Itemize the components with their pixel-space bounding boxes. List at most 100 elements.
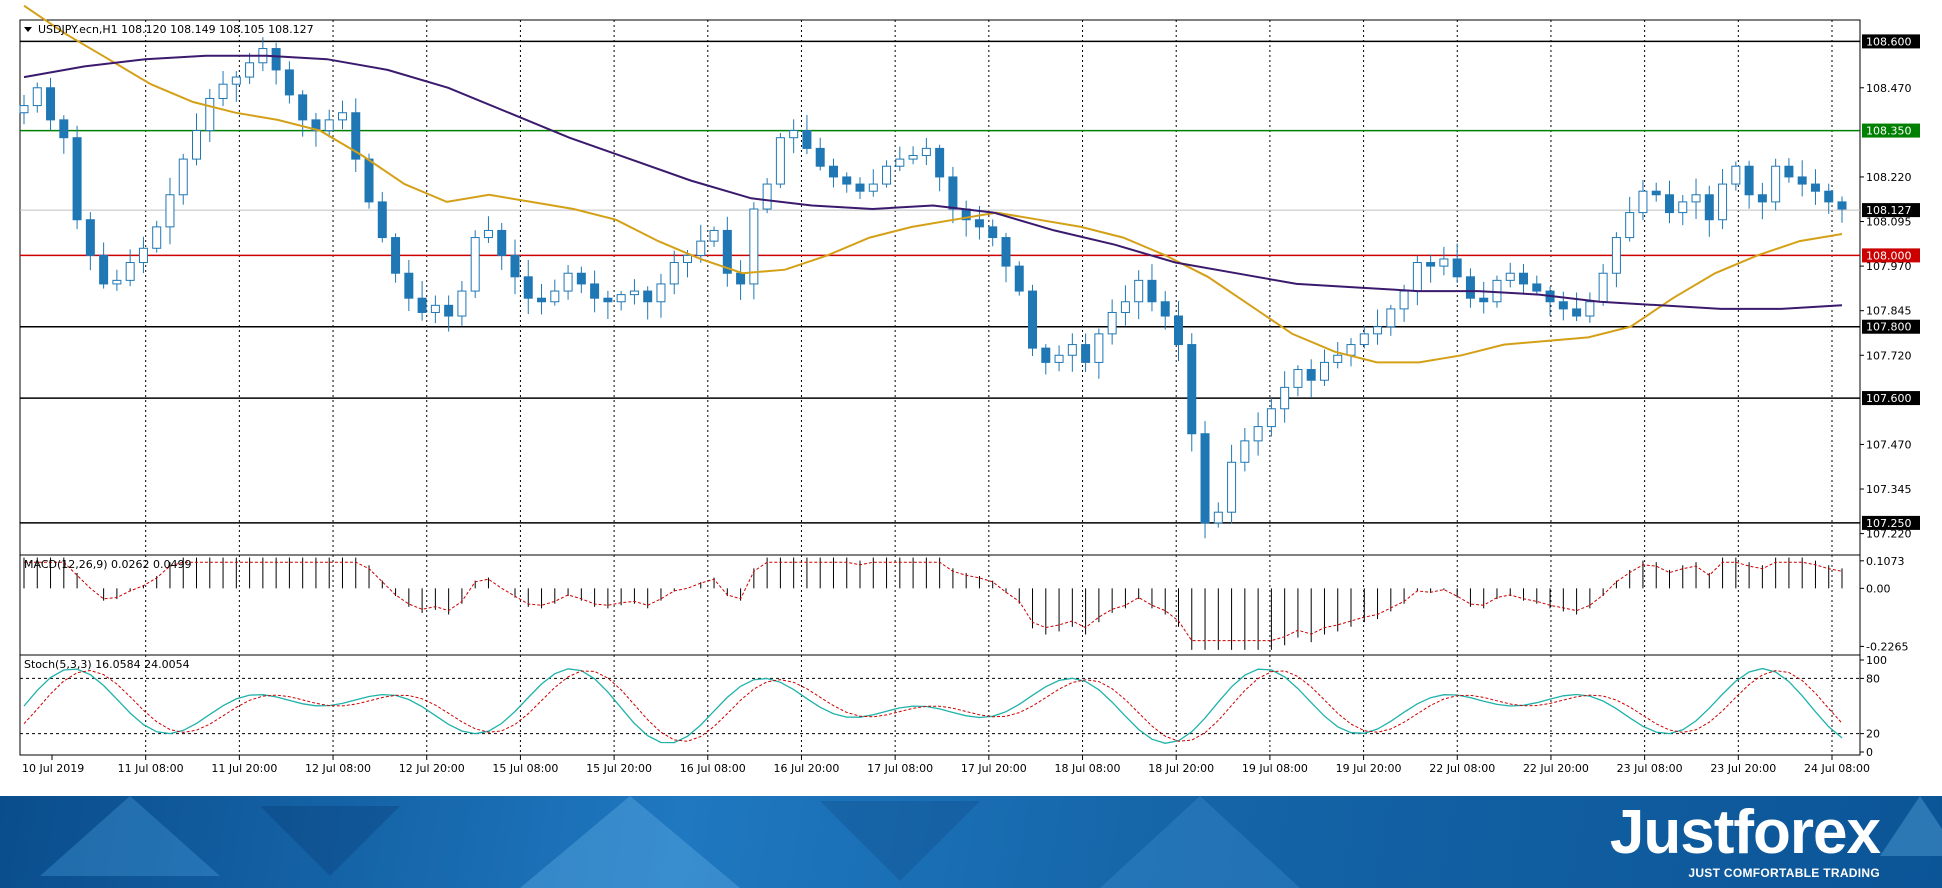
candle-bear xyxy=(537,297,547,303)
candle-bear xyxy=(99,254,109,285)
candle-bull xyxy=(1678,201,1688,214)
candle-bull xyxy=(218,83,228,99)
candle-bear xyxy=(510,254,520,278)
ma-fast-line xyxy=(23,4,1843,364)
candle-bull xyxy=(1399,290,1409,310)
level-label: 107.800 xyxy=(1866,321,1912,334)
candle-bull xyxy=(205,97,215,132)
candle-bear xyxy=(1014,265,1024,292)
candle-bear xyxy=(974,219,984,228)
candle-bull xyxy=(1333,354,1343,363)
candle-bull xyxy=(1718,183,1728,221)
decor-shape xyxy=(1100,796,1300,888)
candle-bear xyxy=(523,276,533,299)
candle-bear xyxy=(351,112,361,160)
candle-bull xyxy=(1134,279,1144,303)
candle-bull xyxy=(868,183,878,192)
time-tick-label: 19 Jul 20:00 xyxy=(1336,762,1402,775)
candle-bull xyxy=(696,240,706,256)
candle-bull xyxy=(1359,333,1369,346)
candle-bull xyxy=(165,194,175,228)
candle-bear xyxy=(1041,347,1051,363)
macd-label: MACD(12,26,9) 0.0262 0.0499 xyxy=(24,558,192,571)
candle-bull xyxy=(1107,311,1117,335)
footer-banner: Justforex JUST COMFORTABLE TRADING xyxy=(0,796,1942,888)
level-box xyxy=(1862,319,1920,334)
candle-bear xyxy=(404,272,414,299)
candle-bear xyxy=(988,226,998,239)
macd-histogram: 0.1073 0.00 -0.2265 xyxy=(23,555,1908,653)
candle-bear xyxy=(1160,301,1170,317)
level-label: 108.127 xyxy=(1866,204,1912,217)
candle-bear xyxy=(1810,183,1820,192)
level-box xyxy=(1862,515,1920,530)
candle-bear xyxy=(1757,194,1767,203)
candle-bear xyxy=(722,229,732,274)
candle-bull xyxy=(1253,426,1263,442)
candle-bull xyxy=(709,229,719,242)
time-tick-label: 19 Jul 08:00 xyxy=(1242,762,1308,775)
level-box xyxy=(1862,203,1920,218)
candle-bull xyxy=(656,283,666,303)
candle-bull xyxy=(1266,408,1276,428)
candle-bull xyxy=(1067,344,1077,356)
candle-bear xyxy=(1081,344,1091,363)
candle-bull xyxy=(1227,461,1237,513)
candle-bull xyxy=(32,87,42,107)
candle-bull xyxy=(789,130,799,139)
time-tick-label: 15 Jul 08:00 xyxy=(492,762,558,775)
candle-bull xyxy=(178,158,188,196)
candle-bear xyxy=(85,219,95,256)
candles xyxy=(19,37,1847,539)
collapse-triangle-icon[interactable] xyxy=(24,27,32,32)
candle-bear xyxy=(1306,369,1316,381)
candle-bull xyxy=(1691,194,1701,203)
candle-bull xyxy=(908,155,918,160)
candle-bull xyxy=(1094,333,1104,363)
decor-shape xyxy=(40,796,220,876)
candle-bull xyxy=(629,290,639,296)
price-tick-label: 107.845 xyxy=(1866,305,1912,318)
candle-bear xyxy=(736,272,746,285)
price-tick-label: 108.470 xyxy=(1866,82,1912,95)
candle-bear xyxy=(444,304,454,317)
time-tick-label: 11 Jul 20:00 xyxy=(211,762,277,775)
candle-bull xyxy=(152,226,162,249)
brand-logo: Justforex xyxy=(1609,798,1881,867)
macd-tick-label: 0.00 xyxy=(1866,582,1891,595)
price-tick-label: 107.720 xyxy=(1866,349,1912,362)
price-tick-label: 108.095 xyxy=(1866,216,1912,229)
level-label: 108.600 xyxy=(1866,35,1912,48)
candle-bear xyxy=(46,87,56,121)
candle-bull xyxy=(1280,386,1290,410)
candle-bull xyxy=(337,112,347,121)
candle-bear xyxy=(1664,194,1674,214)
candle-bear xyxy=(1479,297,1489,303)
moving-averages xyxy=(23,4,1843,364)
candle-bull xyxy=(669,262,679,285)
candle-bull xyxy=(324,119,334,132)
candle-bull xyxy=(616,294,626,303)
candle-bull xyxy=(921,147,931,157)
decor-shape xyxy=(520,796,740,888)
candle-bear xyxy=(271,48,281,71)
candle-bull xyxy=(457,290,467,317)
time-tick-label: 22 Jul 20:00 xyxy=(1523,762,1589,775)
candle-bull xyxy=(1625,212,1635,239)
time-tick-label: 23 Jul 08:00 xyxy=(1617,762,1683,775)
candle-bear xyxy=(1452,258,1462,278)
decor-shape xyxy=(820,801,980,881)
stoch-tick-label: 0 xyxy=(1866,746,1873,759)
candle-bull xyxy=(245,62,255,78)
candle-bull xyxy=(895,158,905,167)
candle-bear xyxy=(1824,190,1834,203)
stoch-panel-frame xyxy=(19,654,1861,756)
level-label: 108.000 xyxy=(1866,249,1912,262)
level-label: 108.350 xyxy=(1866,125,1912,138)
price-tick-label: 108.220 xyxy=(1866,171,1912,184)
candle-bull xyxy=(483,229,493,239)
candle-bull xyxy=(762,183,772,210)
decor-shape xyxy=(260,806,400,876)
candle-bear xyxy=(59,119,69,139)
price-tick-label: 107.970 xyxy=(1866,260,1912,273)
